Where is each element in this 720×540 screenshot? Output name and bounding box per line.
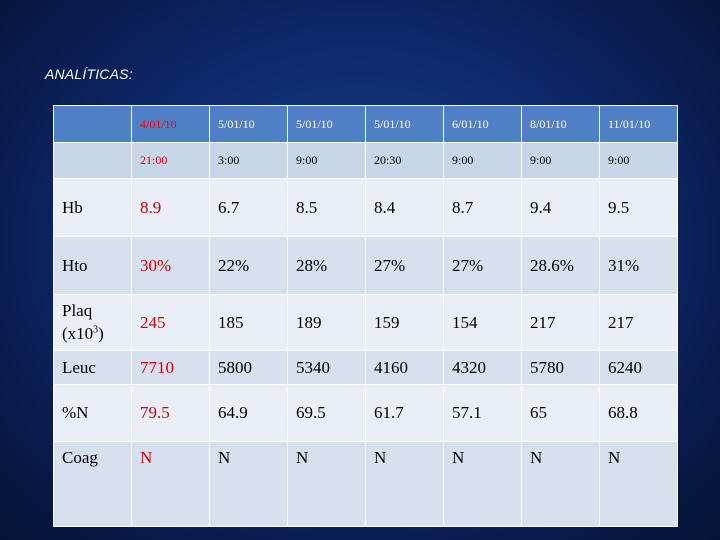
time-header-cell: 21:00 <box>131 142 210 179</box>
table-cell: 31% <box>599 236 678 295</box>
row-label: Hto <box>53 236 132 295</box>
corner-cell <box>53 142 132 179</box>
table-cell: 65 <box>521 384 600 442</box>
table-cell: N <box>131 441 210 527</box>
table-cell: 9.5 <box>599 178 678 237</box>
table-row-hb: Hb 8.9 6.7 8.5 8.4 8.7 9.4 9.5 <box>53 178 678 237</box>
row-label: Coag <box>53 441 132 527</box>
row-label: %N <box>53 384 132 442</box>
table-row-plaq: Plaq (x103) 245 185 189 159 154 217 217 <box>53 294 678 351</box>
table-cell: N <box>209 441 288 527</box>
row-label: Hb <box>53 178 132 237</box>
row-label-line2: (x10 <box>62 323 94 343</box>
table-cell: 245 <box>131 294 210 351</box>
date-header-cell: 5/01/10 <box>287 105 366 143</box>
table-row-hto: Hto 30% 22% 28% 27% 27% 28.6% 31% <box>53 236 678 295</box>
date-header-cell: 6/01/10 <box>443 105 522 143</box>
date-header-cell: 4/01/10 <box>131 105 210 143</box>
row-label-sup: 3 <box>93 324 99 336</box>
table-cell: 8.5 <box>287 178 366 237</box>
time-header-cell: 20:30 <box>365 142 444 179</box>
time-header-row: 21:00 3:00 9:00 20:30 9:00 9:00 9:00 <box>53 142 678 179</box>
table-cell: 4160 <box>365 350 444 385</box>
date-header-cell: 11/01/10 <box>599 105 678 143</box>
table-cell: 68.8 <box>599 384 678 442</box>
date-header-cell: 5/01/10 <box>365 105 444 143</box>
date-header-row: 4/01/10 5/01/10 5/01/10 5/01/10 6/01/10 … <box>53 105 678 143</box>
table-row-neutrophils: %N 79.5 64.9 69.5 61.7 57.1 65 68.8 <box>53 384 678 442</box>
table-cell: 27% <box>365 236 444 295</box>
table-cell: 6.7 <box>209 178 288 237</box>
table-cell: 5780 <box>521 350 600 385</box>
time-header-cell: 9:00 <box>599 142 678 179</box>
time-header-cell: 9:00 <box>287 142 366 179</box>
table-cell: 30% <box>131 236 210 295</box>
table-cell: N <box>443 441 522 527</box>
row-label-end: ) <box>98 323 104 343</box>
lab-results-table: 4/01/10 5/01/10 5/01/10 5/01/10 6/01/10 … <box>53 105 678 527</box>
row-label-line1: Plaq <box>62 301 93 320</box>
row-label: Plaq (x103) <box>53 294 132 351</box>
table-cell: 6240 <box>599 350 678 385</box>
table-cell: 217 <box>599 294 678 351</box>
table-cell: 189 <box>287 294 366 351</box>
table-cell: 8.4 <box>365 178 444 237</box>
table-cell: 61.7 <box>365 384 444 442</box>
table-cell: 5340 <box>287 350 366 385</box>
table-cell: 28% <box>287 236 366 295</box>
slide-title: ANALÍTICAS: <box>45 66 133 82</box>
table-cell: 22% <box>209 236 288 295</box>
table-row-coag: Coag N N N N N N N <box>53 441 678 527</box>
table-cell: 217 <box>521 294 600 351</box>
row-label: Leuc <box>53 350 132 385</box>
table-cell: N <box>365 441 444 527</box>
table-cell: 7710 <box>131 350 210 385</box>
date-header-cell: 8/01/10 <box>521 105 600 143</box>
table-cell: 28.6% <box>521 236 600 295</box>
table-cell: 154 <box>443 294 522 351</box>
table-cell: 27% <box>443 236 522 295</box>
table-cell: 185 <box>209 294 288 351</box>
corner-cell <box>53 105 132 143</box>
table-cell: N <box>521 441 600 527</box>
table-cell: 159 <box>365 294 444 351</box>
table-cell: 4320 <box>443 350 522 385</box>
date-header-cell: 5/01/10 <box>209 105 288 143</box>
table-cell: 64.9 <box>209 384 288 442</box>
table-cell: 9.4 <box>521 178 600 237</box>
table-row-leuc: Leuc 7710 5800 5340 4160 4320 5780 6240 <box>53 350 678 385</box>
time-header-cell: 3:00 <box>209 142 288 179</box>
table-cell: 8.9 <box>131 178 210 237</box>
table-cell: 79.5 <box>131 384 210 442</box>
table-cell: 8.7 <box>443 178 522 237</box>
table-cell: 57.1 <box>443 384 522 442</box>
table-cell: N <box>287 441 366 527</box>
time-header-cell: 9:00 <box>521 142 600 179</box>
time-header-cell: 9:00 <box>443 142 522 179</box>
table-cell: 69.5 <box>287 384 366 442</box>
table-cell: N <box>599 441 678 527</box>
table-cell: 5800 <box>209 350 288 385</box>
